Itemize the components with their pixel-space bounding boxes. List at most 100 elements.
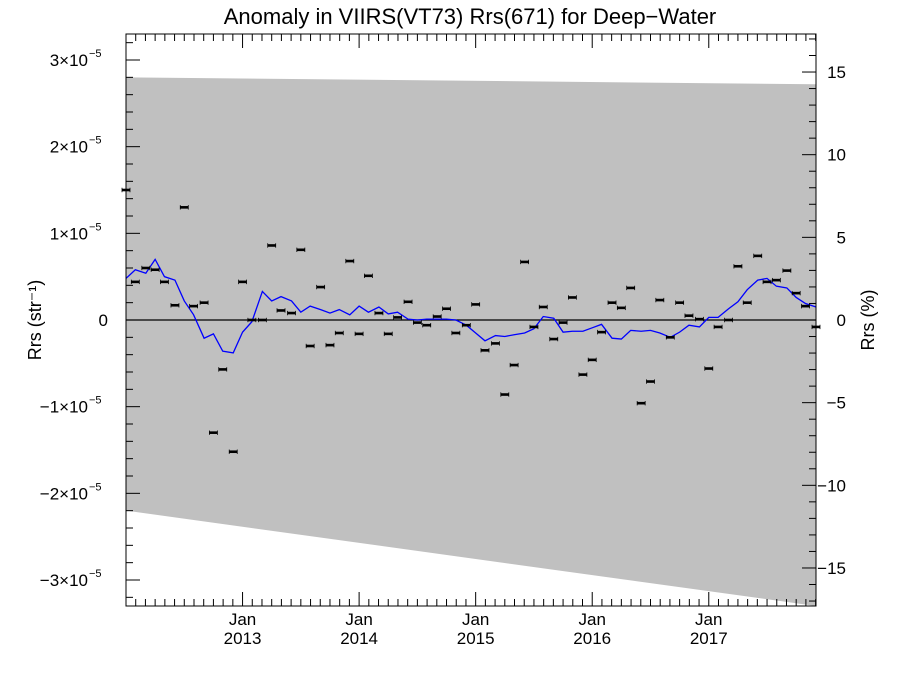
y-tick-label-left: 2×10 bbox=[50, 138, 88, 157]
data-point bbox=[228, 449, 238, 454]
x-tick-label-month: Jan bbox=[462, 610, 489, 629]
y-tick-label-right: −10 bbox=[817, 476, 846, 495]
data-point bbox=[753, 253, 763, 259]
y-tick-label-exponent: −5 bbox=[89, 395, 102, 407]
y-tick-label-right: −15 bbox=[817, 559, 846, 578]
data-point bbox=[782, 268, 792, 273]
y-tick-label-left: 1×10 bbox=[50, 224, 88, 243]
data-point bbox=[130, 279, 140, 285]
data-point bbox=[189, 303, 199, 309]
x-tick-label-year: 2016 bbox=[573, 629, 611, 648]
data-point bbox=[160, 279, 169, 285]
y-tick-label-right: 5 bbox=[837, 228, 846, 247]
data-point bbox=[334, 330, 344, 336]
data-point bbox=[626, 285, 636, 291]
y-tick-label-exponent: −5 bbox=[89, 481, 102, 493]
data-point bbox=[675, 300, 685, 305]
smoothed-anomaly-line bbox=[125, 258, 817, 354]
data-point bbox=[305, 343, 315, 349]
data-point bbox=[665, 335, 675, 340]
data-point bbox=[724, 317, 733, 323]
data-point bbox=[179, 205, 189, 210]
x-tick-label-year: 2013 bbox=[224, 629, 262, 648]
data-point bbox=[529, 324, 539, 330]
data-point bbox=[412, 320, 422, 325]
y-tick-label-left: −3×10 bbox=[40, 571, 88, 590]
data-point bbox=[170, 303, 180, 308]
data-point bbox=[509, 362, 519, 368]
data-point bbox=[364, 273, 373, 278]
data-point bbox=[733, 264, 743, 269]
x-tick-label-year: 2014 bbox=[340, 629, 378, 648]
data-point bbox=[597, 329, 606, 335]
data-point bbox=[276, 308, 286, 313]
y-axis-left: 3×10 −52×10 −51×10 −50−1×10 −5−2×10 −5−3×10 −5 bbox=[40, 42, 140, 598]
data-point bbox=[684, 313, 694, 318]
data-point bbox=[422, 323, 432, 328]
data-point bbox=[587, 357, 597, 363]
data-point bbox=[442, 306, 451, 311]
data-point bbox=[354, 331, 364, 337]
y-axis-left-label: Rrs (str⁻¹) bbox=[25, 280, 45, 360]
data-point bbox=[345, 258, 355, 264]
data-point bbox=[451, 330, 461, 336]
monthly-anomaly-points bbox=[121, 187, 821, 454]
data-point bbox=[762, 279, 772, 285]
uncertainty-band bbox=[126, 77, 816, 607]
data-point bbox=[549, 336, 559, 342]
data-point bbox=[480, 348, 490, 353]
data-point bbox=[374, 310, 384, 316]
plot-area bbox=[121, 77, 821, 607]
data-point bbox=[520, 259, 530, 265]
data-point bbox=[238, 279, 247, 285]
data-point bbox=[568, 295, 577, 300]
x-tick-label-month: Jan bbox=[579, 610, 606, 629]
y-tick-label-exponent: −5 bbox=[89, 221, 102, 233]
y-tick-label-exponent: −5 bbox=[89, 135, 102, 147]
y-tick-label-exponent: −5 bbox=[89, 48, 102, 60]
data-point bbox=[296, 247, 306, 252]
data-point bbox=[150, 267, 160, 272]
x-tick-label-month: Jan bbox=[229, 610, 256, 629]
data-point bbox=[247, 317, 257, 323]
data-point bbox=[461, 323, 471, 328]
x-tick-label-year: 2015 bbox=[457, 629, 495, 648]
data-point bbox=[704, 366, 714, 371]
x-tick-label-month: Jan bbox=[695, 610, 722, 629]
y-tick-label-right: 0 bbox=[837, 311, 846, 330]
x-tick-label-year: 2017 bbox=[690, 629, 728, 648]
data-point bbox=[393, 315, 402, 320]
data-point bbox=[558, 320, 568, 325]
data-point bbox=[218, 367, 228, 372]
data-point bbox=[325, 342, 335, 348]
data-point bbox=[801, 303, 810, 309]
y-tick-label-left: 0 bbox=[99, 311, 108, 330]
y-axis-right: 15 10 5 0 −5 −10 −15 bbox=[802, 38, 846, 602]
y-tick-label-exponent: −5 bbox=[89, 568, 102, 580]
data-point bbox=[500, 392, 510, 397]
data-point bbox=[742, 300, 752, 305]
data-point bbox=[209, 430, 218, 435]
y-tick-label-right: 15 bbox=[827, 63, 846, 82]
chart-title: Anomaly in VIIRS(VT73) Rrs(671) for Deep… bbox=[224, 4, 717, 29]
data-point bbox=[403, 299, 413, 304]
data-point bbox=[141, 265, 151, 271]
data-point bbox=[607, 300, 617, 305]
y-tick-label-left: −2×10 bbox=[40, 484, 88, 503]
y-tick-label-right: −5 bbox=[827, 394, 846, 413]
data-point bbox=[713, 324, 723, 330]
data-point bbox=[491, 341, 500, 346]
data-point bbox=[791, 290, 801, 296]
data-point bbox=[287, 310, 296, 316]
data-point bbox=[771, 277, 781, 283]
data-point bbox=[471, 302, 481, 307]
data-point bbox=[646, 379, 655, 384]
data-point bbox=[257, 317, 267, 323]
y-tick-label-left: −1×10 bbox=[40, 398, 88, 417]
data-point bbox=[655, 297, 665, 303]
y-tick-label-right: 10 bbox=[827, 146, 846, 165]
data-point bbox=[538, 304, 548, 310]
x-tick-label-month: Jan bbox=[345, 610, 372, 629]
